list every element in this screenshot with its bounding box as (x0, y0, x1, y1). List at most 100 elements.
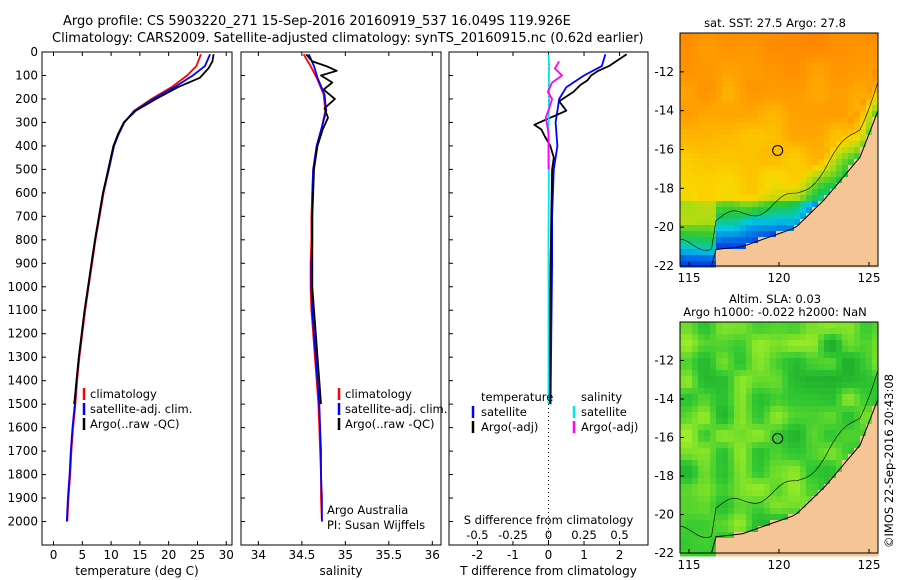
y-tick-label: 800 (15, 233, 38, 247)
x-tick-label-top: 0 (545, 528, 552, 542)
shelf-contour (679, 81, 879, 251)
map-y-tick-label: -12 (654, 354, 674, 368)
coastline (680, 398, 879, 554)
series-line-s-satellite (547, 54, 551, 405)
x-tick-label: -1 (507, 548, 519, 562)
y-tick-label: 0 (30, 45, 38, 59)
x-tick-label-top: 0.25 (571, 528, 597, 542)
x-tick-label: 1 (580, 548, 588, 562)
map-panel-sst: 115 120 125 -12 -14 -16 -18 -20 -22 sat. SST: 27.… (654, 16, 880, 285)
y-tick-label: 400 (15, 139, 38, 153)
map-x-tick-label: 120 (768, 271, 791, 285)
map-panel-sla: 115 120 125 -12 -14 -16 -18 -20 -22 Altim. SLA: 0… (654, 292, 880, 572)
series-line-argo-raw-qc- (305, 53, 338, 405)
x-tick-label-top: 0.5 (610, 528, 628, 542)
y-tick-label: 1700 (7, 444, 38, 458)
map-y-tick-label: -14 (654, 392, 674, 406)
x-tick-label: 5 (78, 548, 86, 562)
x-tick-label: 35 (338, 548, 353, 562)
panel-salinity: 34 34.5 35 35.5 36 salinity climatologysatelli… (240, 51, 447, 578)
y-tick-label: 200 (15, 92, 38, 106)
legend-header-temperature: temperature (481, 390, 553, 404)
y-tick-label: 1100 (7, 303, 38, 317)
panel-temperature: 0 5 10 15 20 25 300100200300400500600700800900… (7, 45, 233, 578)
series-line-t-argo-adj- (533, 53, 628, 405)
legend-entry: Argo(-adj) (481, 420, 538, 434)
series-line-argo-raw-qc- (73, 54, 215, 405)
legend-entry: Argo(..raw -QC) (90, 417, 180, 431)
map-y-tick-label: -12 (654, 65, 674, 79)
y-tick-label: 1800 (7, 468, 38, 482)
series-line-s-argo-adj- (544, 60, 563, 170)
x-tick-label: 36 (425, 548, 440, 562)
x-tick-label: 0 (50, 548, 58, 562)
legend-entry: satellite-adj. clim. (345, 402, 447, 416)
x-axis-label-top: S difference from climatology (464, 513, 634, 527)
x-tick-label: 10 (103, 548, 118, 562)
x-tick-label: 25 (190, 548, 205, 562)
figure-title-line2: Climatology: CARS2009. Satellite-adjuste… (52, 31, 644, 46)
panel-frame-salinity (240, 51, 442, 546)
y-tick-label: 500 (15, 162, 38, 176)
panel-difference: -2 -1 0 1 2 T difference from climatology S di… (448, 51, 649, 578)
map-y-tick-label: -18 (654, 181, 674, 195)
map-x-tick-label: 120 (768, 558, 791, 572)
map-y-tick-label: -14 (654, 104, 674, 118)
map-x-tick-label: 115 (678, 558, 701, 572)
map-y-tick-label: -22 (654, 259, 674, 273)
map-field-cells (680, 322, 879, 557)
y-tick-label: 100 (15, 68, 38, 82)
map-title: sat. SST: 27.5 Argo: 27.8 (704, 16, 846, 30)
map-field-cells (680, 33, 879, 268)
y-tick-label: 1000 (7, 280, 38, 294)
x-tick-label: 34 (251, 548, 266, 562)
map-title: Altim. SLA: 0.03 (729, 292, 821, 306)
figure-title-line1: Argo profile: CS 5903220_271 15-Sep-2016… (63, 14, 571, 29)
map-y-tick-label: -16 (654, 143, 674, 157)
legend-entry: Argo(-adj) (581, 420, 638, 434)
map-x-tick-label: 125 (858, 271, 881, 285)
legend-entry: climatology (345, 387, 412, 401)
y-tick-label: 700 (15, 209, 38, 223)
argo-location-marker (772, 144, 784, 156)
y-tick-label: 1200 (7, 327, 38, 341)
series-line-t-satellite (549, 54, 607, 405)
map-x-tick-label: 125 (858, 558, 881, 572)
legend-entry: satellite (581, 405, 627, 419)
x-axis-label: salinity (319, 564, 362, 578)
source-annotation: PI: Susan Wijffels (327, 518, 425, 532)
map-y-tick-label: -22 (654, 546, 674, 560)
x-tick-label: 20 (161, 548, 176, 562)
legend-entry: Argo(..raw -QC) (345, 417, 435, 431)
x-tick-label: 34.5 (289, 548, 316, 562)
legend-header-salinity: salinity (581, 390, 622, 404)
x-tick-label-top: -0.5 (466, 528, 488, 542)
x-tick-label-top: -0.25 (498, 528, 528, 542)
y-tick-label: 900 (15, 256, 38, 270)
x-tick-label: 2 (616, 548, 624, 562)
source-annotation: Argo Australia (327, 503, 408, 517)
map-x-tick-label: 115 (678, 271, 701, 285)
map-y-tick-label: -20 (654, 508, 674, 522)
coastline (680, 110, 879, 267)
y-tick-label: 1500 (7, 397, 38, 411)
panel-frame-temperature (41, 51, 233, 546)
x-axis-label: T difference from climatology (459, 564, 637, 578)
legend-entry: satellite-adj. clim. (90, 402, 192, 416)
y-tick-label: 1900 (7, 491, 38, 505)
x-tick-label: 35.5 (375, 548, 402, 562)
legend-entry: satellite (481, 405, 527, 419)
y-tick-label: 1600 (7, 421, 38, 435)
map-y-tick-label: -18 (654, 469, 674, 483)
x-tick-label: 15 (132, 548, 147, 562)
map-title: Argo h1000: -0.022 h2000: NaN (683, 305, 867, 319)
y-tick-label: 600 (15, 186, 38, 200)
x-tick-label: -2 (471, 548, 483, 562)
argo-location-marker (772, 432, 784, 444)
x-tick-label: 30 (219, 548, 234, 562)
x-axis-label: temperature (deg C) (75, 564, 198, 578)
map-y-tick-label: -20 (654, 220, 674, 234)
y-tick-label: 1300 (7, 350, 38, 364)
shelf-contour (679, 370, 879, 538)
